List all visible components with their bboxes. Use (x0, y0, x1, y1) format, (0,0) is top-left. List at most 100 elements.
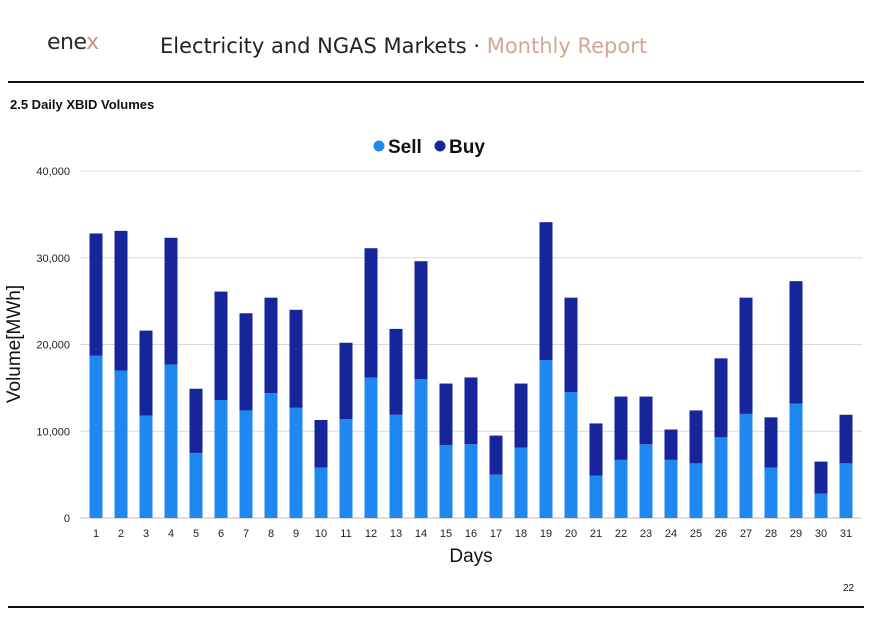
bar-sell (339, 419, 353, 518)
bar-buy (614, 396, 628, 460)
bar-sell (114, 370, 128, 518)
section-title: 2.5 Daily XBID Volumes (10, 97, 155, 112)
bar-sell (139, 415, 153, 518)
legend-sell-label: Sell (388, 137, 422, 158)
bar-sell (389, 414, 403, 518)
bar-sell (289, 407, 303, 518)
bar-sell (414, 379, 428, 518)
x-tick-label: 12 (365, 528, 377, 540)
footer-divider (8, 606, 864, 608)
x-tick-label: 6 (218, 528, 224, 540)
bar-buy (664, 429, 678, 460)
x-tick-label: 23 (640, 528, 652, 540)
x-tick-label: 30 (815, 528, 827, 540)
bar-buy (814, 461, 828, 494)
x-tick-label: 8 (268, 528, 274, 540)
bar-sell (489, 474, 503, 518)
bar-sell (789, 403, 803, 518)
bar-sell (264, 393, 278, 518)
bar-sell (214, 400, 228, 518)
bar-sell (689, 463, 703, 518)
bar-buy (689, 410, 703, 464)
bar-buy (314, 419, 328, 468)
bar-sell (739, 413, 753, 518)
x-tick-label: 24 (665, 528, 677, 540)
bar-buy (589, 423, 603, 476)
bar-buy (514, 383, 528, 448)
x-tick-label: 27 (740, 528, 752, 540)
bar-sell (239, 410, 253, 518)
bar-sell (764, 467, 778, 518)
bar-buy (489, 435, 503, 475)
bar-buy (364, 248, 378, 378)
bar-sell (164, 364, 178, 518)
x-tick-label: 14 (415, 528, 427, 540)
bar-sell (314, 467, 328, 518)
bar-buy (839, 414, 853, 464)
y-tick-label: 10,000 (36, 426, 70, 438)
bar-sell (564, 392, 578, 518)
bar-sell (464, 444, 478, 518)
bar-buy (164, 237, 178, 365)
legend-sell-swatch (373, 140, 385, 152)
x-tick-label: 19 (540, 528, 552, 540)
legend-buy-label: Buy (449, 137, 485, 158)
x-tick-label: 25 (690, 528, 702, 540)
x-tick-label: 26 (715, 528, 727, 540)
bar-buy (639, 396, 653, 445)
bar-buy (289, 309, 303, 408)
bar-buy (564, 297, 578, 393)
bar-sell (614, 459, 628, 518)
x-tick-label: 31 (840, 528, 852, 540)
x-tick-label: 29 (790, 528, 802, 540)
bar-buy (464, 377, 478, 445)
bar-buy (439, 383, 453, 446)
y-tick-label: 40,000 (36, 166, 70, 178)
bar-sell (364, 377, 378, 518)
bar-sell (439, 445, 453, 518)
x-tick-label: 7 (243, 528, 249, 540)
x-tick-label: 17 (490, 528, 502, 540)
bar-buy (89, 233, 103, 356)
x-tick-label: 3 (143, 528, 149, 540)
report-title-main: Electricity and NGAS Markets (160, 34, 467, 58)
y-axis-label: Volume[MWh] (4, 285, 25, 403)
x-tick-label: 9 (293, 528, 299, 540)
x-tick-label: 21 (590, 528, 602, 540)
bar-sell (664, 459, 678, 518)
x-axis-label: Days (449, 546, 492, 567)
bar-buy (714, 358, 728, 438)
bar-buy (114, 230, 128, 371)
x-tick-label: 1 (93, 528, 99, 540)
x-tick-label: 18 (515, 528, 527, 540)
x-tick-label: 15 (440, 528, 452, 540)
bar-sell (189, 452, 203, 518)
x-tick-label: 13 (390, 528, 402, 540)
y-tick-label: 20,000 (36, 340, 70, 352)
bar-sell (589, 475, 603, 518)
x-tick-label: 5 (193, 528, 199, 540)
bar-buy (264, 297, 278, 394)
report-header: enex Electricity and NGAS Markets · Mont… (0, 0, 870, 82)
bar-buy (739, 297, 753, 414)
x-tick-label: 4 (168, 528, 174, 540)
x-tick-label: 10 (315, 528, 327, 540)
y-tick-label: 30,000 (36, 253, 70, 265)
bar-sell (814, 493, 828, 518)
bar-buy (414, 261, 428, 380)
report-title: Electricity and NGAS Markets · Monthly R… (160, 34, 647, 58)
report-title-sub: Monthly Report (486, 34, 648, 58)
header-divider (8, 81, 864, 83)
bar-buy (389, 328, 403, 415)
x-tick-label: 16 (465, 528, 477, 540)
bar-buy (789, 281, 803, 404)
report-title-separator: · (473, 34, 481, 58)
x-tick-label: 11 (340, 528, 351, 540)
bar-sell (89, 355, 103, 518)
bar-buy (539, 222, 553, 361)
bar-sell (714, 437, 728, 518)
legend-buy-swatch (434, 140, 446, 152)
bar-buy (139, 330, 153, 416)
bar-sell (514, 447, 528, 518)
x-tick-label: 2 (118, 528, 124, 540)
